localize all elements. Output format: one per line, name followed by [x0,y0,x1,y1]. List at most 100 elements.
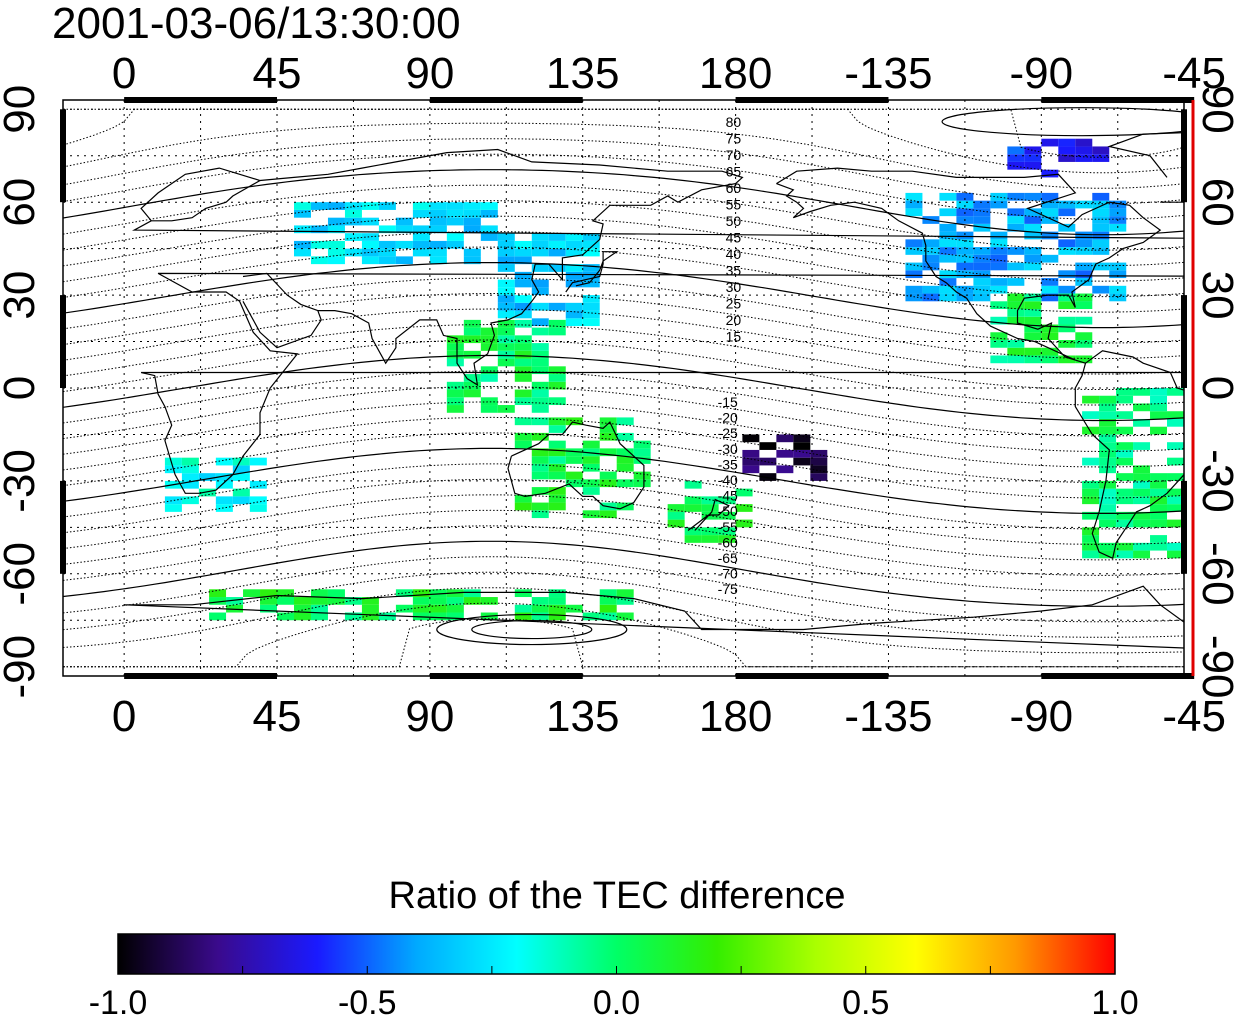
tec-cell [548,366,566,375]
tec-cell [905,262,923,271]
tec-cell [1075,239,1093,248]
tec-cell [412,225,430,234]
coastline-segment [131,167,1184,239]
tec-cell [277,612,294,621]
tec-cell [531,240,549,249]
tec-cell [531,405,549,413]
tec-cell [1150,473,1168,481]
tec-cell [412,209,430,218]
tec-cell [565,264,583,272]
tec-cell [463,350,481,359]
tec-cell [1075,340,1093,348]
tec-cell [480,597,498,605]
tec-cell [990,301,1008,310]
tec-cell [956,200,974,209]
coastline-segment [259,148,744,387]
contour-line [63,122,1184,189]
tec-cell [1024,254,1042,263]
tec-cell [548,233,566,241]
tec-cell [1167,457,1184,466]
tec-cell [973,278,991,286]
tec-cell [480,405,498,413]
coastline-segment [565,251,619,293]
tec-cell [582,448,600,457]
contour-line [63,108,1184,158]
tec-cell [1150,403,1168,412]
tec-cell [1058,293,1076,302]
tec-cell [209,612,227,621]
frame-bar [1041,97,1195,103]
tec-cell [1058,301,1076,310]
tec-cell [1092,223,1110,232]
tec-cell [1116,488,1134,497]
tec-cell [249,504,267,512]
contour-line [63,509,1184,576]
tec-cell [1075,270,1093,279]
contour-line [63,416,1184,484]
tec-cell [531,487,549,495]
tec-cell [395,604,413,613]
tec-cell [480,343,498,351]
tec-cell [531,233,549,241]
tec-cell [1150,480,1168,489]
lon-tick-label: -135 [844,692,932,741]
tec-cell [361,202,379,210]
tec-cell [905,270,923,279]
tec-cell [1150,504,1168,512]
tec-cell [497,240,515,249]
tec-cell [582,279,600,288]
tec-cell [1041,216,1059,224]
tec-cell [531,327,549,336]
tec-cell [599,471,617,480]
tec-cell [1133,403,1151,412]
tec-cell [327,225,345,234]
tec-cell [905,192,923,201]
tec-cell [480,202,498,210]
tec-cell [684,480,702,489]
tec-cell [293,202,311,210]
tec-cell [718,527,736,536]
tec-cell [922,285,940,294]
tec-cell [1058,247,1076,255]
tec-cell [776,449,794,458]
tec-cell [480,335,498,344]
tec-cell [1075,231,1093,240]
lat-tick-label: 0 [1193,376,1240,400]
tec-cell [1133,442,1151,450]
colorbar-tick-label: 0.5 [842,984,889,1022]
tec-cell [344,248,362,257]
tec-cell [1082,535,1100,543]
tec-cell [990,278,1008,286]
tec-cell [582,463,600,472]
tec-cell [310,589,328,598]
tec-cell [293,209,311,218]
tec-cell [1092,262,1110,271]
contour-line [63,556,1184,623]
tec-cell [277,597,294,605]
lon-tick-label: 45 [253,49,302,98]
tec-cell [463,597,481,605]
tec-cell [1075,154,1093,162]
tec-cell [181,480,199,489]
tec-cell [1167,442,1184,450]
tec-cell [810,473,828,481]
tec-cell [922,239,940,248]
tec-cell [684,527,702,536]
tec-cell [429,256,447,265]
contour-line [63,153,1184,220]
tec-cell [378,240,396,249]
tec-cell [1133,465,1151,474]
tec-cell [198,488,216,497]
tec-cell [1024,216,1042,224]
tec-cell [1041,200,1059,209]
tec-cell [633,456,651,464]
tec-cell [939,247,957,255]
lat-ticks-left: 90 60 30 0 -30 -60 -90 [0,85,44,699]
tec-cell [446,381,464,390]
tec-cell [446,604,464,613]
tec-cell [412,597,430,605]
colorbar-tick-label: -0.5 [338,984,397,1022]
tec-cell [1099,449,1117,458]
